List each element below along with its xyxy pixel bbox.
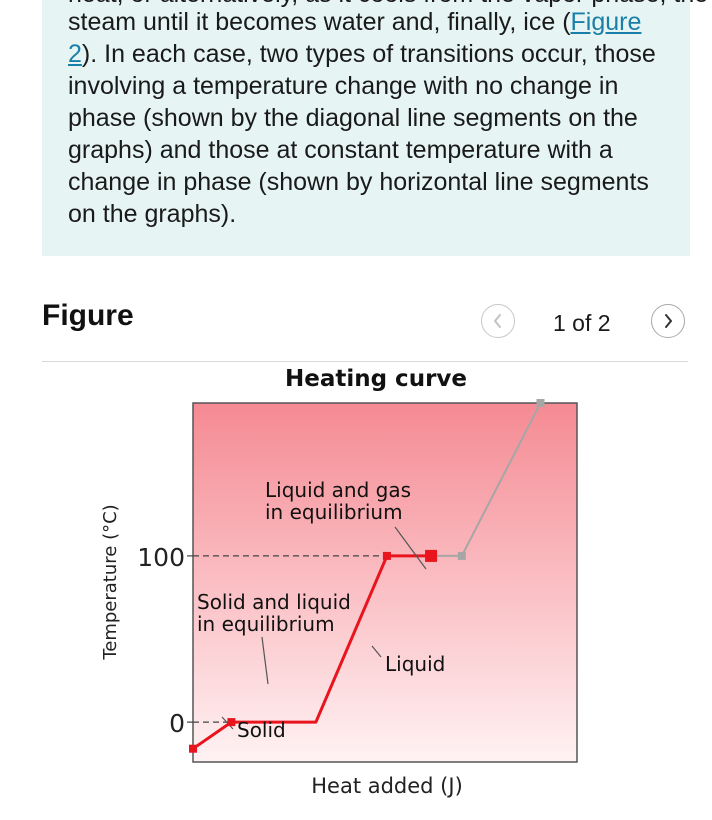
series-2-point-1 [457, 551, 466, 560]
figure-heading: Figure [42, 299, 134, 332]
series-1-point-3 [382, 551, 391, 560]
annotation-leader-1 [394, 526, 427, 570]
passage-text-start: steam until it becomes water and, finall… [68, 8, 571, 36]
next-figure-button[interactable] [651, 304, 685, 338]
x-axis-label: Heat added (J) [311, 774, 463, 798]
annotation-leader-3 [371, 645, 382, 658]
series-1-point-1 [227, 718, 236, 727]
annotation-1: Liquid and gas in equilibrium [265, 478, 411, 524]
chevron-left-icon [494, 314, 501, 328]
passage-box [42, 0, 690, 256]
y-tick-label-100: 100 [137, 543, 185, 572]
figure-divider [42, 361, 688, 362]
annotation-4: Solid [237, 718, 286, 742]
series-line-1 [192, 554, 432, 750]
chart-title: Heating curve [285, 366, 467, 392]
passage-text-end: ). In each case, two types of transition… [68, 40, 656, 228]
figure-2-link[interactable]: Figure 2 [68, 8, 642, 68]
series-2-point-2 [536, 399, 545, 407]
passage-partial-line: heat, or alternatively, as it cools from… [68, 0, 708, 10]
previous-figure-button[interactable] [481, 304, 515, 338]
figure-pager: 1 of 2 [553, 310, 611, 336]
annotation-3: Liquid [385, 652, 445, 676]
series-1-end-point [425, 549, 438, 562]
y-axis-label: Temperature (°C) [100, 504, 121, 660]
plot-area [192, 402, 578, 763]
chevron-right-icon [665, 314, 672, 328]
annotation-2: Solid and liquid in equilibrium [197, 590, 351, 636]
series-1-start-point [189, 744, 197, 753]
annotation-leader-2 [261, 636, 269, 685]
passage-text: steam until it becomes water and, finall… [68, 6, 668, 230]
y-tick-label-0: 0 [169, 709, 185, 738]
